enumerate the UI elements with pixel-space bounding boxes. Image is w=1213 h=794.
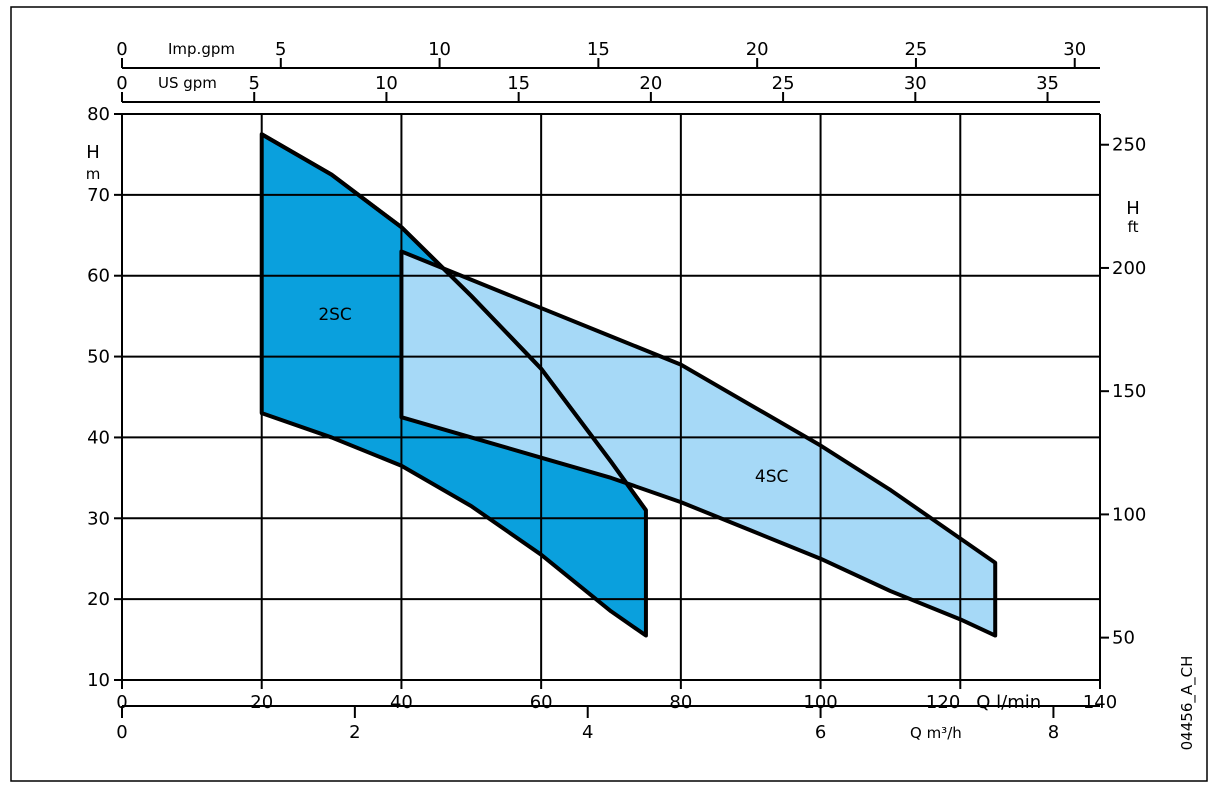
x-tick-label: 20 <box>250 692 273 713</box>
outline-2sc-upper <box>260 132 648 512</box>
m3h-tick-label: 4 <box>582 722 593 743</box>
usgpm-tick-label: 0 <box>116 73 127 94</box>
series-label-2sc: 2SC <box>318 305 351 325</box>
y-tick-label: 20 <box>87 589 110 610</box>
usgpm-tick-label: 15 <box>507 73 530 94</box>
impgpm-tick-label: 20 <box>746 39 769 60</box>
x-tick-label: 40 <box>390 692 413 713</box>
y-tick-label: 40 <box>87 427 110 448</box>
m3h-tick-label: 8 <box>1048 722 1059 743</box>
impgpm-tick-label: 0 <box>116 39 127 60</box>
impgpm-tick-label: 25 <box>904 39 927 60</box>
hidden-edge-4sc-lower <box>401 415 612 480</box>
outline-4sc <box>399 249 998 638</box>
y-right-tick-label: 100 <box>1112 504 1146 525</box>
x-tick-label: 100 <box>803 692 837 713</box>
usgpm-tick-label: 35 <box>1036 73 1059 94</box>
y-right-tick-label: 200 <box>1112 258 1146 279</box>
m3h-tick-label: 0 <box>116 722 127 743</box>
impgpm-tick-label: 30 <box>1063 39 1086 60</box>
series-label-4sc: 4SC <box>755 467 788 487</box>
y-axis-label-h: H <box>86 142 100 163</box>
y-right-label-unit: ft <box>1128 218 1139 236</box>
impgpm-axis-label: Imp.gpm <box>168 40 235 58</box>
usgpm-tick-label: 30 <box>904 73 927 94</box>
y-tick-label: 50 <box>87 347 110 368</box>
y-tick-label: 80 <box>87 104 110 125</box>
x-tick-label: 120 <box>926 692 960 713</box>
x-tick-label: 60 <box>530 692 553 713</box>
area-4sc <box>401 251 996 636</box>
y-right-tick-label: 250 <box>1112 135 1146 156</box>
y-tick-label: 30 <box>87 508 110 529</box>
y-right-tick-label: 50 <box>1112 628 1135 649</box>
impgpm-tick-label: 5 <box>275 39 286 60</box>
y-axis-label-unit: m <box>86 165 101 183</box>
impgpm-tick-label: 15 <box>587 39 610 60</box>
y-right-label-h: H <box>1126 198 1140 219</box>
y-tick-label: 10 <box>87 670 110 691</box>
usgpm-tick-label: 10 <box>375 73 398 94</box>
usgpm-tick-label: 20 <box>639 73 662 94</box>
figure-id: 04456_A_CH <box>1178 656 1197 751</box>
x-axis-label: Q l/min <box>976 692 1041 713</box>
y-tick-label: 60 <box>87 266 110 287</box>
hidden-edge-4sc-upper <box>400 250 472 282</box>
impgpm-tick-label: 10 <box>428 39 451 60</box>
figure-frame <box>10 6 1208 782</box>
x-tick-label: 140 <box>1083 692 1117 713</box>
y-tick-label: 70 <box>87 185 110 206</box>
m3h-tick-label: 2 <box>349 722 360 743</box>
m3h-tick-label: 6 <box>815 722 826 743</box>
usgpm-tick-label: 5 <box>248 73 259 94</box>
y-right-tick-label: 150 <box>1112 381 1146 402</box>
m3h-axis-label: Q m³/h <box>910 724 962 742</box>
x-tick-label: 80 <box>669 692 692 713</box>
usgpm-tick-label: 25 <box>772 73 795 94</box>
x-tick-label: 0 <box>116 692 127 713</box>
usgpm-axis-label: US gpm <box>158 74 217 92</box>
